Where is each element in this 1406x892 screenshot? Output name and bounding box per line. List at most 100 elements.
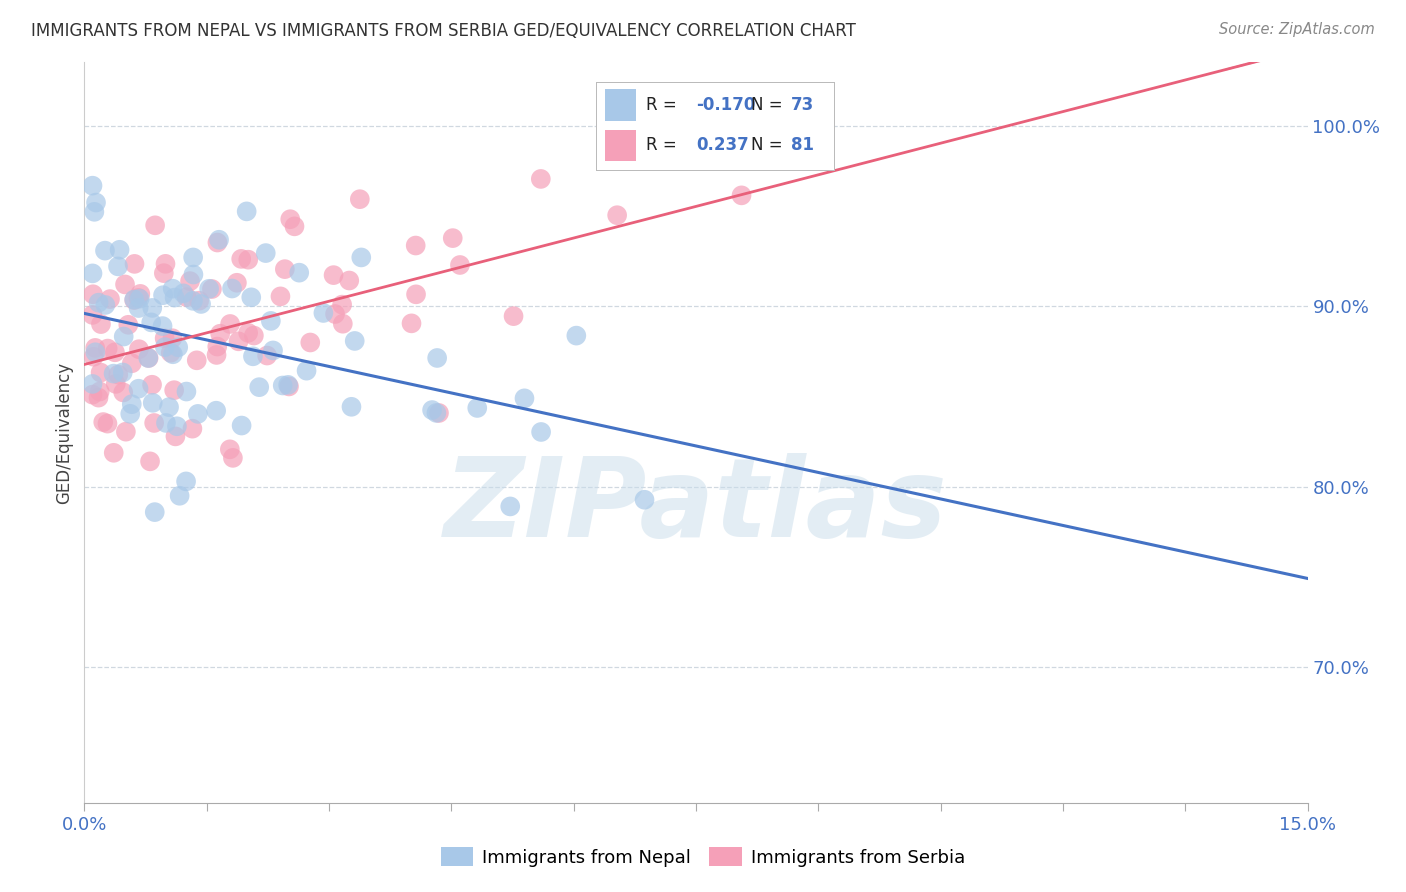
Point <box>141 377 163 392</box>
Point <box>128 382 150 396</box>
Point <box>121 356 143 370</box>
Point <box>401 317 423 331</box>
Point <box>143 416 166 430</box>
Point <box>152 319 174 334</box>
Point <box>159 345 181 359</box>
Point <box>201 282 224 296</box>
Point <box>115 425 138 439</box>
Point <box>225 276 247 290</box>
Point <box>83 350 105 364</box>
Point <box>278 212 301 227</box>
Point <box>129 286 152 301</box>
Point <box>502 309 524 323</box>
Point <box>104 376 127 391</box>
Point <box>269 289 291 303</box>
Point <box>82 308 104 322</box>
Y-axis label: GED/Equivalency: GED/Equivalency <box>55 361 73 504</box>
Point <box>221 281 243 295</box>
Point <box>633 492 655 507</box>
Point <box>606 208 628 222</box>
Point <box>139 454 162 468</box>
Point <box>84 341 107 355</box>
Point <box>262 343 284 358</box>
Point <box>103 446 125 460</box>
Point <box>138 351 160 365</box>
Point <box>176 384 198 399</box>
Point <box>207 340 229 354</box>
Point <box>312 306 335 320</box>
Point <box>98 292 121 306</box>
Point <box>340 400 363 414</box>
Point <box>155 257 177 271</box>
Point <box>107 368 129 382</box>
Point <box>295 364 318 378</box>
Point <box>108 243 131 257</box>
Point <box>247 380 270 394</box>
Point <box>122 293 145 307</box>
Point <box>84 195 107 210</box>
Point <box>128 301 150 315</box>
Point <box>143 505 166 519</box>
Point <box>240 290 263 304</box>
Point <box>530 172 553 186</box>
Point <box>188 293 211 308</box>
Point <box>153 266 176 280</box>
Point <box>162 347 184 361</box>
Point <box>124 257 146 271</box>
Point <box>260 314 283 328</box>
Point <box>166 419 188 434</box>
Point <box>231 252 253 266</box>
Text: Source: ZipAtlas.com: Source: ZipAtlas.com <box>1219 22 1375 37</box>
Point <box>94 298 117 312</box>
Point <box>169 489 191 503</box>
Point <box>242 349 264 363</box>
Point <box>420 403 443 417</box>
Point <box>256 349 278 363</box>
Point <box>183 268 205 282</box>
Point <box>330 298 353 312</box>
Point <box>222 450 245 465</box>
Point <box>425 406 447 420</box>
Point <box>405 238 427 252</box>
Point <box>90 366 112 380</box>
Point <box>136 351 159 365</box>
Point <box>323 307 346 321</box>
Point <box>165 429 187 443</box>
Point <box>112 329 135 343</box>
Point <box>167 340 190 354</box>
Point <box>332 317 354 331</box>
Point <box>163 383 186 397</box>
Point <box>271 378 294 392</box>
Point <box>513 392 536 406</box>
Point <box>90 317 112 331</box>
Point <box>163 291 186 305</box>
Point <box>82 287 104 301</box>
Point <box>104 345 127 359</box>
Point <box>427 406 450 420</box>
Point <box>441 231 464 245</box>
Point <box>176 290 198 304</box>
Point <box>243 328 266 343</box>
Point <box>172 286 194 301</box>
Point <box>190 297 212 311</box>
Point <box>277 377 299 392</box>
Point <box>128 292 150 306</box>
Point <box>112 385 135 400</box>
Point <box>127 291 149 305</box>
Point <box>228 334 250 349</box>
Point <box>179 274 201 288</box>
Point <box>82 376 104 391</box>
Point <box>288 266 311 280</box>
Point <box>208 233 231 247</box>
Legend: Immigrants from Nepal, Immigrants from Serbia: Immigrants from Nepal, Immigrants from S… <box>433 840 973 874</box>
Point <box>426 351 449 365</box>
Point <box>120 407 142 421</box>
Point <box>187 407 209 421</box>
Point <box>174 475 197 489</box>
Point <box>141 301 163 315</box>
Point <box>343 334 366 348</box>
Point <box>186 353 208 368</box>
Point <box>122 293 145 307</box>
Point <box>121 397 143 411</box>
Point <box>152 288 174 302</box>
